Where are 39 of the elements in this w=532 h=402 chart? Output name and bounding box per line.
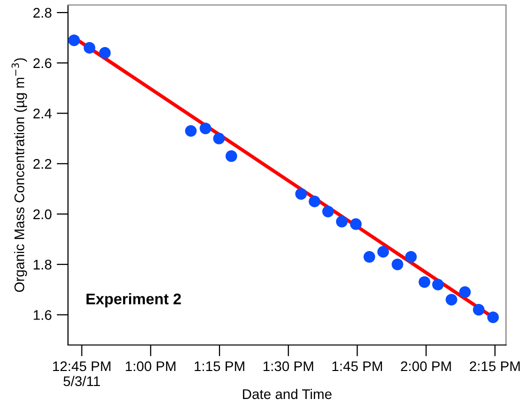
point xyxy=(336,216,348,228)
x-tick-label: 1:00 PM xyxy=(126,361,176,372)
point xyxy=(418,276,430,288)
point xyxy=(487,311,499,324)
y-tick-label: 2.6 xyxy=(33,58,52,68)
point xyxy=(377,246,389,258)
point xyxy=(446,294,458,306)
y-tick-label: 1.8 xyxy=(34,260,52,270)
point xyxy=(84,42,96,54)
x-tick-label: 2:00 PM xyxy=(400,361,451,372)
point xyxy=(405,251,417,263)
y-tick-label: 2.0 xyxy=(33,209,52,220)
point xyxy=(308,196,320,208)
y-tick-label: 2.8 xyxy=(33,8,52,18)
x-axis-title: Date and Time xyxy=(242,388,332,400)
x-tick-label: 1:45 PM xyxy=(332,361,382,372)
x-tick-label: 1:15 PM xyxy=(194,361,244,372)
point xyxy=(68,34,80,46)
x-tick-label: 1:30 PM xyxy=(264,361,314,372)
annotation: Experiment 2 xyxy=(86,293,181,308)
point xyxy=(99,47,111,59)
point xyxy=(226,150,238,162)
point xyxy=(392,258,404,270)
x-tick-label: 2:15 PM xyxy=(470,361,520,372)
y-tick-label: 1.6 xyxy=(34,310,52,320)
point xyxy=(364,251,376,263)
point xyxy=(432,278,444,290)
y-tick-label: 2.2 xyxy=(33,159,52,169)
point xyxy=(350,218,362,230)
point xyxy=(472,304,485,316)
point xyxy=(322,206,334,218)
point xyxy=(200,122,212,134)
point xyxy=(295,188,307,200)
y-axis-title: Organic Mass Concentration (µg m$^{−3}$) xyxy=(12,58,28,292)
point xyxy=(213,132,225,144)
point xyxy=(185,125,197,137)
x-tick-label: 12:45 PM 5/3/11 xyxy=(53,361,110,386)
point xyxy=(459,286,471,298)
y-tick-label: 2.4 xyxy=(33,108,52,118)
